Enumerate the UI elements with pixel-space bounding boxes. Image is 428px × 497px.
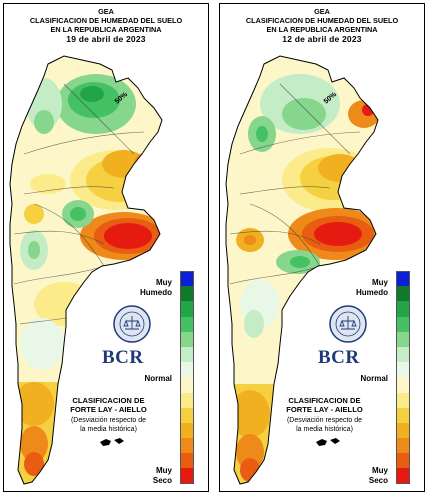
legend-swatch xyxy=(396,331,410,347)
legend-swatch xyxy=(396,362,410,378)
bcr-seal-icon xyxy=(113,305,151,343)
color-legend xyxy=(180,271,194,484)
bcr-logo: BCR xyxy=(318,347,360,368)
legend-label-normal: Normal xyxy=(360,374,388,383)
bcr-logo: BCR xyxy=(102,347,144,368)
legend-label-very-wet: Muy Humedo xyxy=(140,278,172,297)
legend-swatch xyxy=(396,392,410,408)
legend-label-very-dry: Muy Seco xyxy=(368,466,388,485)
map-title-line1: CLASIFICACION DE HUMEDAD DEL SUELO xyxy=(245,16,399,25)
classification-note-line2: la media histórica) xyxy=(296,426,353,433)
legend-swatch xyxy=(180,468,194,484)
legend-swatch xyxy=(396,316,410,332)
map-date: 19 de abril de 2023 xyxy=(66,34,146,44)
classification-note-line1: (Desviación respecto de xyxy=(286,417,363,424)
legend-swatch xyxy=(180,271,194,287)
map-panel-current: 50% GEA CLASIFICACION DE HUMEDAD DEL SUE… xyxy=(3,3,209,492)
bcr-seal-icon xyxy=(329,305,367,343)
classification-note-line1: (Desviación respecto de xyxy=(70,417,147,424)
legend-swatch xyxy=(396,438,410,454)
legend-swatch xyxy=(396,422,410,439)
legend-swatch xyxy=(180,362,194,378)
legend-swatch xyxy=(180,392,194,408)
legend-swatch xyxy=(396,346,410,363)
color-legend xyxy=(396,271,410,484)
classification-note-line2: la media histórica) xyxy=(80,426,137,433)
classification-title-line2: FORTE LAY - AIELLO xyxy=(70,405,147,414)
legend-swatch xyxy=(180,422,194,439)
legend-swatch xyxy=(396,377,410,393)
map-title-line2: EN LA REPUBLICA ARGENTINA xyxy=(266,25,378,34)
classification-title-line1: CLASIFICACION DE xyxy=(288,396,361,405)
legend-label-normal: Normal xyxy=(144,374,172,383)
legend-swatch xyxy=(180,377,194,393)
classification-title-line1: CLASIFICACION DE xyxy=(72,396,145,405)
legend-swatch xyxy=(396,286,410,302)
legend-swatch xyxy=(396,407,410,423)
map-title-line1: CLASIFICACION DE HUMEDAD DEL SUELO xyxy=(29,16,183,25)
map-panel-previous: 50% GEA CLASIFICACION DE HUMEDAD DEL SUE… xyxy=(219,3,425,492)
legend-swatch xyxy=(180,316,194,332)
legend-swatch xyxy=(180,301,194,317)
legend-swatch xyxy=(396,301,410,317)
legend-swatch xyxy=(180,331,194,347)
map-date: 12 de abril de 2023 xyxy=(282,34,362,44)
legend-label-very-dry: Muy Seco xyxy=(152,466,172,485)
legend-swatch xyxy=(180,286,194,302)
soil-moisture-map: 50% xyxy=(9,55,163,485)
map-title-line2: EN LA REPUBLICA ARGENTINA xyxy=(50,25,162,34)
legend-swatch xyxy=(396,271,410,287)
header-org: GEA xyxy=(314,7,330,16)
legend-swatch xyxy=(180,407,194,423)
soil-moisture-map: 50% xyxy=(225,55,379,485)
classification-title-line2: FORTE LAY - AIELLO xyxy=(286,405,363,414)
legend-swatch xyxy=(180,438,194,454)
legend-swatch xyxy=(180,453,194,469)
legend-swatch xyxy=(180,346,194,363)
legend-swatch xyxy=(396,468,410,484)
legend-label-very-wet: Muy Humedo xyxy=(356,278,388,297)
header-org: GEA xyxy=(98,7,114,16)
legend-swatch xyxy=(396,453,410,469)
